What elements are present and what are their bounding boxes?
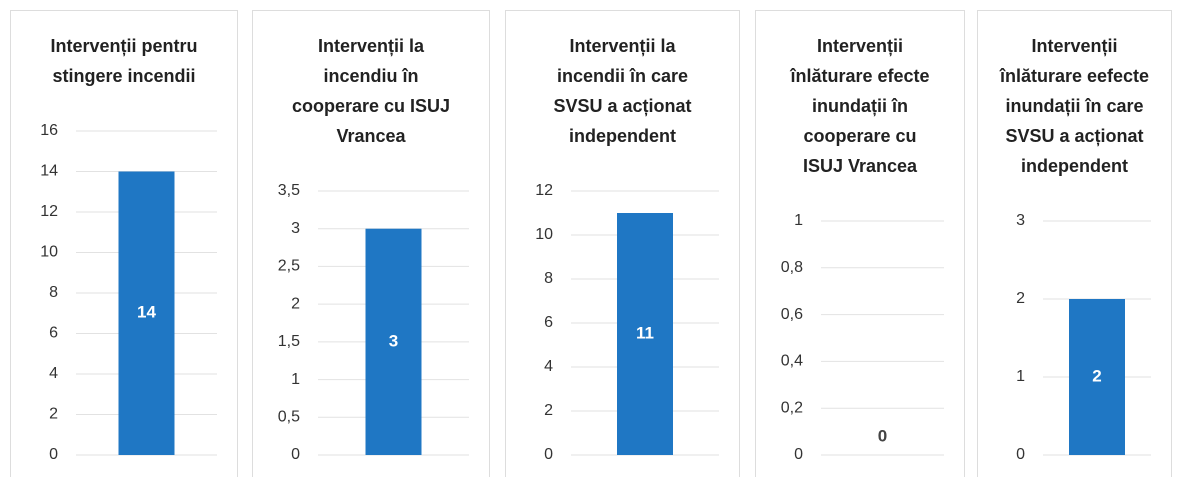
y-tick-label: 2 <box>291 295 300 312</box>
y-tick-label: 14 <box>40 163 58 180</box>
chart: 0 0,2 0,4 0,6 0,8 1 0 <box>781 212 944 463</box>
chart: 0 1 2 3 2 <box>1016 212 1151 463</box>
chart: 0 2 4 6 8 10 12 11 <box>535 182 719 463</box>
chart-title: Intervenții pentru stingere incendii <box>50 36 198 86</box>
y-tick-label: 3 <box>291 220 300 237</box>
y-tick-label: 0,6 <box>781 306 803 323</box>
y-tick-label: 10 <box>40 244 58 261</box>
y-tick-label: 0,8 <box>781 259 803 276</box>
y-tick-label: 2 <box>1016 290 1025 307</box>
chart: 0 0,5 1 1,5 2 2,5 3 3,5 3 <box>278 182 469 463</box>
data-label: 14 <box>137 303 156 322</box>
bar <box>118 171 175 455</box>
chart-title: Intervenții la incendii în care SVSU a a… <box>553 36 692 146</box>
chart-panel: Intervenții la incendiu în cooperare cu … <box>252 10 490 477</box>
y-tick-label: 6 <box>544 314 553 331</box>
chart-panel: Intervenții înlăturare efecte inundații … <box>755 10 965 477</box>
chart-panel: Intervenții la incendii în care SVSU a a… <box>505 10 740 477</box>
data-label: 3 <box>389 331 398 350</box>
bar <box>1069 299 1125 455</box>
data-label: 0 <box>878 426 887 445</box>
y-tick-label: 12 <box>535 182 553 199</box>
y-tick-label: 0 <box>1016 446 1025 463</box>
y-tick-label: 0,4 <box>781 353 803 370</box>
y-tick-label: 3,5 <box>278 182 300 199</box>
y-tick-label: 0,5 <box>278 409 300 426</box>
bar <box>617 213 673 455</box>
data-label: 2 <box>1092 366 1101 385</box>
y-tick-label: 2,5 <box>278 258 300 275</box>
y-tick-label: 2 <box>49 406 58 423</box>
y-tick-label: 1 <box>291 371 300 388</box>
y-tick-label: 4 <box>544 358 553 375</box>
chart-title: Intervenții la incendiu în cooperare cu … <box>291 36 451 146</box>
y-tick-label: 1 <box>794 212 803 229</box>
chart-title: Intervenții înlăturare eefecte inundații… <box>999 36 1150 176</box>
y-tick-label: 1 <box>1016 368 1025 385</box>
y-tick-label: 3 <box>1016 212 1025 229</box>
y-tick-label: 0 <box>291 446 300 463</box>
chart-title: Intervenții înlăturare efecte inundații … <box>790 36 930 176</box>
y-tick-label: 2 <box>544 402 553 419</box>
y-tick-label: 0 <box>794 446 803 463</box>
y-tick-label: 0 <box>544 446 553 463</box>
y-tick-label: 8 <box>49 284 58 301</box>
y-tick-label: 6 <box>49 325 58 342</box>
y-tick-label: 1,5 <box>278 333 300 350</box>
bar <box>365 228 422 455</box>
y-tick-label: 8 <box>544 270 553 287</box>
chart: 0 2 4 6 8 10 12 14 16 14 <box>40 122 217 463</box>
chart-panel: Intervenții pentru stingere incendii 0 2 4 6… <box>10 10 238 477</box>
y-tick-label: 0,2 <box>781 399 803 416</box>
y-tick-label: 12 <box>40 203 58 220</box>
data-label: 11 <box>636 323 654 342</box>
chart-panel: Intervenții înlăturare eefecte inundații… <box>977 10 1172 477</box>
y-tick-label: 0 <box>49 446 58 463</box>
y-tick-label: 10 <box>535 226 553 243</box>
y-tick-label: 4 <box>49 365 58 382</box>
y-tick-label: 16 <box>40 122 58 139</box>
